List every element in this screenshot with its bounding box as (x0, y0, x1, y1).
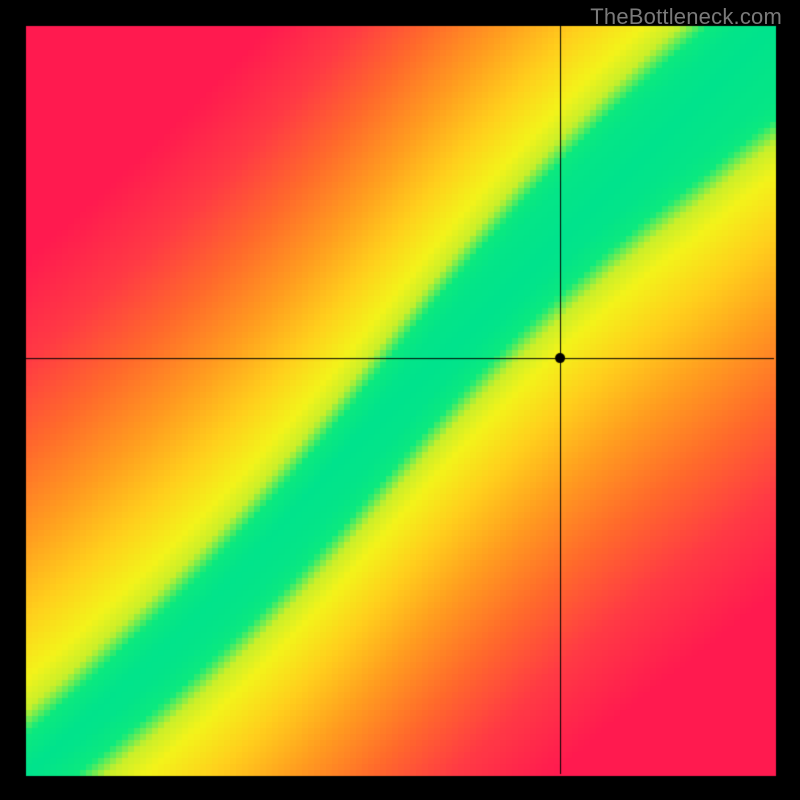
chart-container: TheBottleneck.com (0, 0, 800, 800)
bottleneck-heatmap (0, 0, 800, 800)
watermark-text: TheBottleneck.com (590, 4, 782, 30)
